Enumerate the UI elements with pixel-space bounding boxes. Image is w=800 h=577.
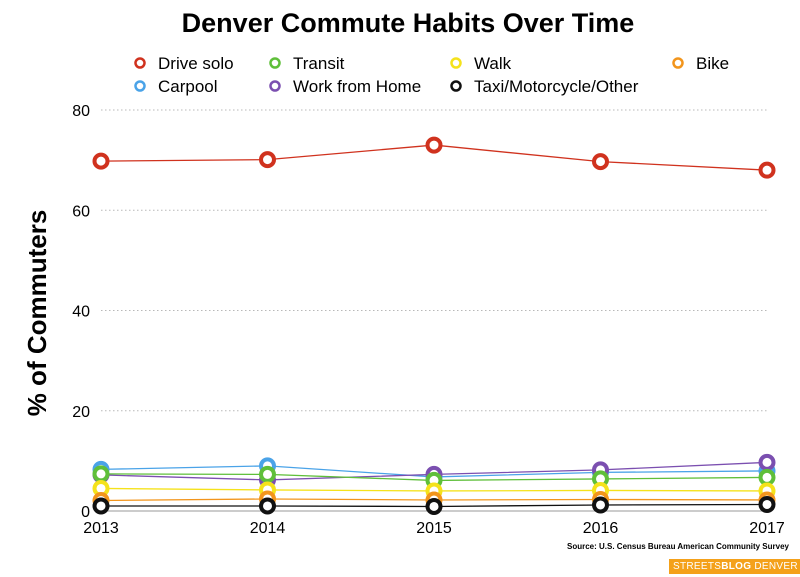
legend-label: Walk (474, 54, 512, 73)
y-tick-label: 40 (72, 304, 90, 321)
legend-item: Drive solo (134, 54, 234, 73)
legend-label: Bike (696, 54, 729, 73)
data-point (758, 495, 776, 513)
legend-item: Taxi/Motorcycle/Other (450, 77, 639, 96)
data-point (758, 453, 776, 471)
source-note: Source: U.S. Census Bureau American Comm… (567, 542, 790, 551)
legend-marker (450, 80, 462, 92)
data-point (259, 151, 276, 169)
y-tick-label: 0 (81, 504, 90, 521)
legend-marker (134, 57, 146, 69)
legend-marker (134, 80, 146, 92)
data-point (758, 468, 776, 486)
data-point (592, 153, 609, 171)
legend-item: Bike (672, 54, 729, 73)
x-tick-label: 2014 (250, 520, 286, 537)
x-axis-ticks: 2013 2014 2015 2016 2017 (83, 520, 785, 537)
legend-marker (269, 80, 281, 92)
x-tick-label: 2017 (749, 520, 785, 537)
data-point (259, 497, 276, 515)
data-point (92, 152, 110, 170)
x-tick-label: 2015 (416, 520, 452, 537)
series-drive-solo (92, 136, 776, 179)
streetsblog-denver-logo: STREETSBLOG DENVER (669, 559, 800, 574)
x-tick-label: 2013 (83, 520, 119, 537)
y-axis-ticks: 0 20 40 60 80 (72, 103, 90, 521)
gridlines (101, 109, 767, 512)
y-tick-label: 80 (72, 103, 90, 120)
data-point (259, 465, 276, 483)
legend-item: Carpool (134, 77, 218, 96)
legend-marker (450, 57, 462, 69)
data-point (592, 496, 609, 514)
data-point (425, 497, 443, 515)
legend-item: Work from Home (269, 77, 421, 96)
data-point (425, 136, 443, 154)
chart-title: Denver Commute Habits Over Time (182, 8, 635, 38)
x-tick-label: 2016 (583, 520, 619, 537)
legend: Drive solo Transit Walk Bike Carpool Work fro… (134, 54, 729, 96)
legend-marker (269, 57, 281, 69)
data-point (92, 497, 110, 515)
y-tick-label: 60 (72, 203, 90, 220)
legend-label: Carpool (158, 77, 218, 96)
legend-label: Transit (293, 54, 345, 73)
legend-label: Taxi/Motorcycle/Other (474, 77, 639, 96)
legend-item: Walk (450, 54, 512, 73)
y-axis-label: % of Commuters (22, 210, 52, 417)
series-group (92, 136, 776, 515)
legend-label: Drive solo (158, 54, 234, 73)
data-point (758, 161, 776, 179)
data-point (92, 465, 110, 483)
series-transit (92, 465, 776, 489)
legend-marker (672, 57, 684, 69)
legend-label: Work from Home (293, 77, 421, 96)
legend-item: Transit (269, 54, 345, 73)
series-taxi-motorcycle-other (92, 495, 776, 515)
y-tick-label: 20 (72, 404, 90, 421)
